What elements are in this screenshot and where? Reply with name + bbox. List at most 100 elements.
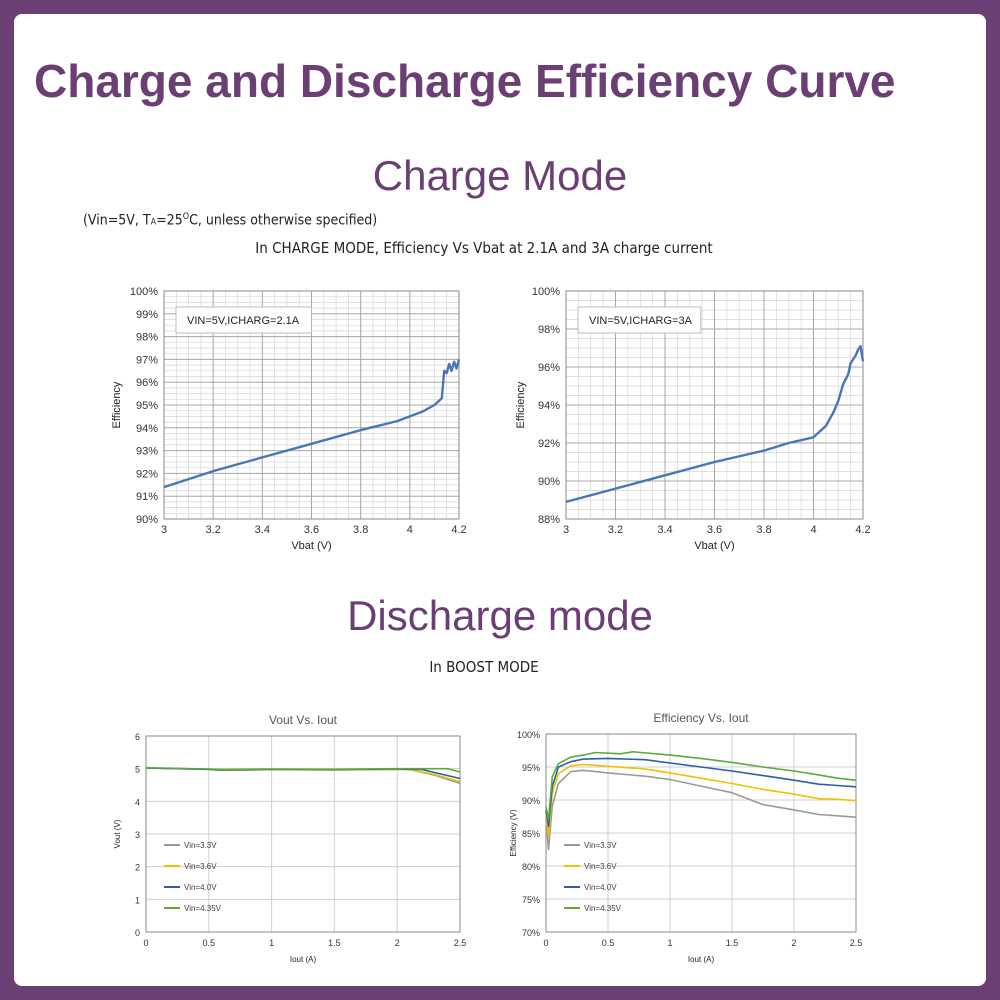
legend-label: Vin=3.3V	[584, 841, 617, 850]
charge-caption: In CHARGE MODE, Efficiency Vs Vbat at 2.…	[255, 239, 713, 257]
x-tick-label: 3.2	[206, 524, 221, 536]
y-tick-label: 93%	[136, 446, 158, 458]
x-tick-label: 0	[143, 938, 148, 948]
x-tick-label: 3	[161, 524, 167, 536]
boost-caption: In BOOST MODE	[429, 658, 539, 676]
charge-mode-heading: Charge Mode	[372, 152, 628, 199]
y-tick-label: 90%	[522, 796, 540, 806]
annotation-text: VIN=5V,ICHARG=3A	[589, 315, 693, 327]
legend-label: Vin=4.35V	[584, 904, 622, 913]
plot-frame	[145, 735, 461, 933]
chart-title: Efficiency Vs. Iout	[653, 711, 749, 725]
series-line	[565, 344, 865, 504]
x-tick-label: 1.5	[328, 938, 341, 948]
legend-label: Vin=4.35V	[184, 904, 222, 913]
annotation-frame	[577, 306, 702, 334]
series-line	[145, 766, 461, 773]
content-card: Charge and Discharge Efficiency Curve Ch…	[14, 14, 986, 986]
legend-label: Vin=4.0V	[184, 883, 217, 892]
annotation-box: VIN=5V,ICHARG=3A	[577, 306, 702, 334]
legend-label: Vin=4.0V	[584, 883, 617, 892]
series-line	[545, 769, 857, 851]
y-tick-label: 85%	[522, 829, 540, 839]
x-tick-label: 1	[667, 938, 672, 948]
y-tick-label: 1	[135, 895, 140, 905]
y-axis-label: Efficiency (V)	[509, 809, 518, 856]
y-tick-label: 92%	[136, 468, 158, 480]
chart-efficiency-vs-iout: Efficiency Vs. Iout 0 0.5 1 1.5 2 2.5 70% 75% 80%…	[509, 711, 863, 964]
y-tick-label: 2	[135, 863, 140, 873]
plot-frame	[565, 290, 864, 520]
x-tick-label: 3.8	[756, 524, 771, 536]
y-tick-label: 98%	[538, 324, 560, 336]
series-line	[545, 757, 857, 828]
x-tick-label: 3.2	[608, 524, 623, 536]
y-tick-label: 96%	[538, 362, 560, 374]
y-tick-label: 100%	[517, 730, 540, 740]
x-tick-label: 3.4	[657, 524, 672, 536]
y-tick-label: 95%	[522, 763, 540, 773]
y-tick-label: 75%	[522, 895, 540, 905]
y-tick-label: 88%	[538, 514, 560, 526]
legend-label: Vin=3.3V	[184, 841, 217, 850]
x-tick-label: 4	[810, 524, 816, 536]
y-tick-label: 94%	[136, 423, 158, 435]
y-tick-label: 91%	[136, 491, 158, 503]
y-tick-label: 0	[135, 928, 140, 938]
y-tick-label: 92%	[538, 438, 560, 450]
x-tick-label: 2.5	[850, 938, 863, 948]
conditions-degree: O	[182, 212, 190, 222]
y-tick-label: 100%	[532, 286, 560, 298]
x-tick-label: 0.5	[203, 938, 216, 948]
conditions-subscript: A	[150, 217, 157, 228]
y-tick-label: 70%	[522, 928, 540, 938]
y-tick-label: 6	[135, 732, 140, 742]
y-tick-label: 99%	[136, 309, 158, 321]
x-tick-label: 3.4	[255, 524, 270, 536]
plot-frame	[163, 290, 460, 520]
y-axis-label: Vout (V)	[113, 819, 122, 848]
y-tick-label: 100%	[130, 286, 158, 298]
x-tick-label: 3.6	[304, 524, 319, 536]
x-tick-label: 3	[563, 524, 569, 536]
chart-title: Vout Vs. Iout	[269, 713, 338, 727]
annotation-frame	[175, 306, 312, 334]
y-tick-label: 5	[135, 765, 140, 775]
y-tick-label: 96%	[136, 377, 158, 389]
x-tick-label: 3.8	[353, 524, 368, 536]
annotation-text: VIN=5V,ICHARG=2.1A	[187, 315, 300, 327]
series-line	[545, 763, 857, 838]
conditions-tail: C, unless otherwise specified)	[189, 212, 378, 229]
x-tick-label: 2.5	[454, 938, 467, 948]
x-tick-label: 2	[791, 938, 796, 948]
page-title: Charge and Discharge Efficiency Curve	[34, 55, 896, 107]
plot-frame	[545, 733, 857, 933]
legend-label: Vin=3.6V	[584, 862, 617, 871]
annotation-box: VIN=5V,ICHARG=2.1A	[175, 306, 312, 334]
legend-label: Vin=3.6V	[184, 862, 217, 871]
x-tick-label: 4.2	[451, 524, 466, 536]
y-tick-label: 94%	[538, 400, 560, 412]
discharge-mode-heading: Discharge mode	[347, 592, 653, 639]
conditions-temp: =25	[156, 212, 183, 229]
x-axis-label: Vbat (V)	[694, 540, 734, 552]
series-line	[545, 750, 857, 821]
x-tick-label: 1	[269, 938, 274, 948]
y-tick-label: 90%	[136, 514, 158, 526]
y-tick-label: 3	[135, 830, 140, 840]
y-tick-label: 98%	[136, 332, 158, 344]
y-tick-label: 97%	[136, 354, 158, 366]
y-tick-label: 90%	[538, 476, 560, 488]
y-axis-label: Efficiency	[515, 381, 527, 428]
x-tick-label: 0.5	[602, 938, 615, 948]
conditions-note-start: (Vin=5V, T	[83, 212, 151, 229]
y-tick-label: 80%	[522, 862, 540, 872]
chart-vout-vs-iout: Vout Vs. Iout 0 0.5 1 1.5 2 2.5 0 1 2 3 4 5 6 Iout (A)…	[113, 713, 467, 964]
y-tick-label: 95%	[136, 400, 158, 412]
x-tick-label: 4.2	[855, 524, 870, 536]
chart-charge-2-1a: 3 3.2 3.4 3.6 3.8 4 4.2 90% 91% 92% 93% 94% 95% 96% 97…	[111, 286, 467, 552]
x-axis-label: Vbat (V)	[291, 540, 331, 552]
x-tick-label: 0	[543, 938, 548, 948]
x-axis-label: Iout (A)	[688, 955, 715, 964]
series-line	[163, 359, 461, 489]
